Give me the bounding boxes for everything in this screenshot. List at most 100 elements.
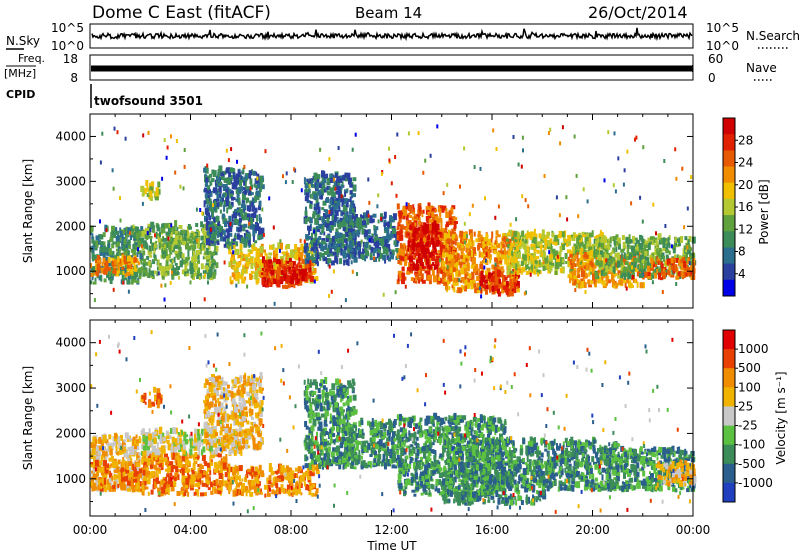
backscatter-cell: [568, 239, 571, 246]
backscatter-cell: [430, 233, 434, 240]
backscatter-cell: [634, 243, 639, 251]
backscatter-cell: [230, 281, 233, 285]
backscatter-cell: [165, 254, 169, 258]
backscatter-cell: [405, 227, 409, 232]
backscatter-cell: [613, 240, 616, 245]
backscatter-cell: [467, 282, 471, 289]
backscatter-cell: [208, 240, 211, 246]
backscatter-cell: [584, 236, 589, 244]
backscatter-cell: [111, 259, 115, 267]
backscatter-cell: [314, 252, 318, 256]
backscatter-cell: [193, 255, 198, 262]
backscatter-cell: [207, 252, 211, 260]
backscatter-cell: [365, 242, 369, 248]
backscatter-cell: [240, 251, 243, 258]
backscatter-cell: [615, 234, 619, 241]
backscatter-cell: [304, 210, 308, 216]
backscatter-cell: [242, 187, 247, 191]
backscatter-cell: [642, 253, 646, 258]
backscatter-cell: [238, 222, 241, 227]
backscatter-cell: [659, 266, 663, 271]
backscatter-cell: [431, 256, 436, 262]
backscatter-cell: [576, 250, 579, 254]
backscatter-cell: [417, 242, 420, 248]
backscatter-cell: [491, 264, 495, 270]
scatter-echo: [223, 260, 226, 265]
backscatter-cell: [419, 205, 422, 213]
backscatter-cell: [670, 257, 674, 264]
backscatter-cell: [137, 240, 142, 247]
backscatter-cell: [581, 270, 585, 276]
backscatter-cell: [548, 260, 552, 266]
backscatter-cell: [601, 242, 605, 248]
scatter-echo: [639, 195, 642, 200]
backscatter-cell: [262, 249, 266, 253]
backscatter-cell: [154, 270, 157, 275]
backscatter-cell: [403, 211, 407, 216]
backscatter-cell: [284, 274, 287, 279]
backscatter-cell: [455, 257, 459, 262]
backscatter-cell: [270, 261, 272, 268]
backscatter-cell: [373, 237, 376, 243]
backscatter-cell: [186, 256, 191, 260]
backscatter-cell: [207, 175, 210, 181]
backscatter-cell: [208, 215, 212, 221]
scatter-echo: [248, 221, 251, 226]
backscatter-cell: [470, 282, 474, 290]
backscatter-cell: [643, 242, 648, 248]
backscatter-cell: [154, 196, 159, 201]
backscatter-cell: [189, 262, 194, 268]
backscatter-cell: [119, 227, 122, 234]
backscatter-cell: [505, 241, 509, 248]
backscatter-cell: [300, 243, 304, 251]
backscatter-cell: [249, 217, 253, 225]
backscatter-cell: [147, 223, 151, 227]
backscatter-cell: [141, 230, 145, 237]
scatter-echo: [165, 272, 168, 277]
backscatter-cell: [208, 208, 212, 212]
backscatter-cell: [151, 242, 155, 246]
backscatter-cell: [626, 271, 630, 275]
backscatter-cell: [369, 252, 373, 258]
backscatter-cell: [306, 261, 310, 267]
backscatter-cell: [208, 250, 212, 255]
backscatter-cell: [422, 237, 427, 242]
backscatter-cell: [389, 215, 392, 222]
backscatter-cell: [574, 234, 578, 239]
backscatter-cell: [451, 205, 456, 210]
backscatter-cell: [606, 248, 609, 254]
scatter-echo: [340, 194, 343, 199]
scatter-echo: [373, 256, 376, 261]
backscatter-cell: [407, 247, 410, 252]
backscatter-cell: [115, 270, 119, 277]
backscatter-cell: [495, 230, 499, 236]
scatter-echo: [256, 176, 259, 181]
backscatter-cell: [542, 255, 546, 261]
scatter-echo: [154, 233, 156, 238]
backscatter-cell: [232, 171, 235, 179]
backscatter-cell: [556, 258, 560, 264]
backscatter-cell: [687, 258, 690, 265]
scatter-echo: [268, 196, 271, 201]
backscatter-cell: [529, 231, 534, 238]
backscatter-cell: [564, 239, 567, 244]
backscatter-cell: [407, 240, 411, 247]
backscatter-cell: [146, 185, 149, 191]
backscatter-cell: [349, 182, 352, 188]
backscatter-cell: [205, 179, 209, 186]
backscatter-cell: [241, 202, 245, 208]
backscatter-cell: [342, 227, 346, 231]
backscatter-cell: [349, 183, 353, 188]
backscatter-cell: [453, 223, 457, 229]
backscatter-cell: [342, 223, 347, 229]
backscatter-cell: [386, 248, 391, 252]
backscatter-cell: [189, 267, 194, 275]
scatter-echo: [438, 277, 441, 281]
backscatter-cell: [349, 253, 352, 258]
backscatter-cell: [386, 234, 390, 241]
backscatter-cell: [619, 259, 623, 266]
backscatter-cell: [445, 255, 448, 260]
backscatter-cell: [203, 238, 206, 244]
backscatter-cell: [688, 236, 692, 242]
backscatter-cell: [124, 243, 128, 251]
